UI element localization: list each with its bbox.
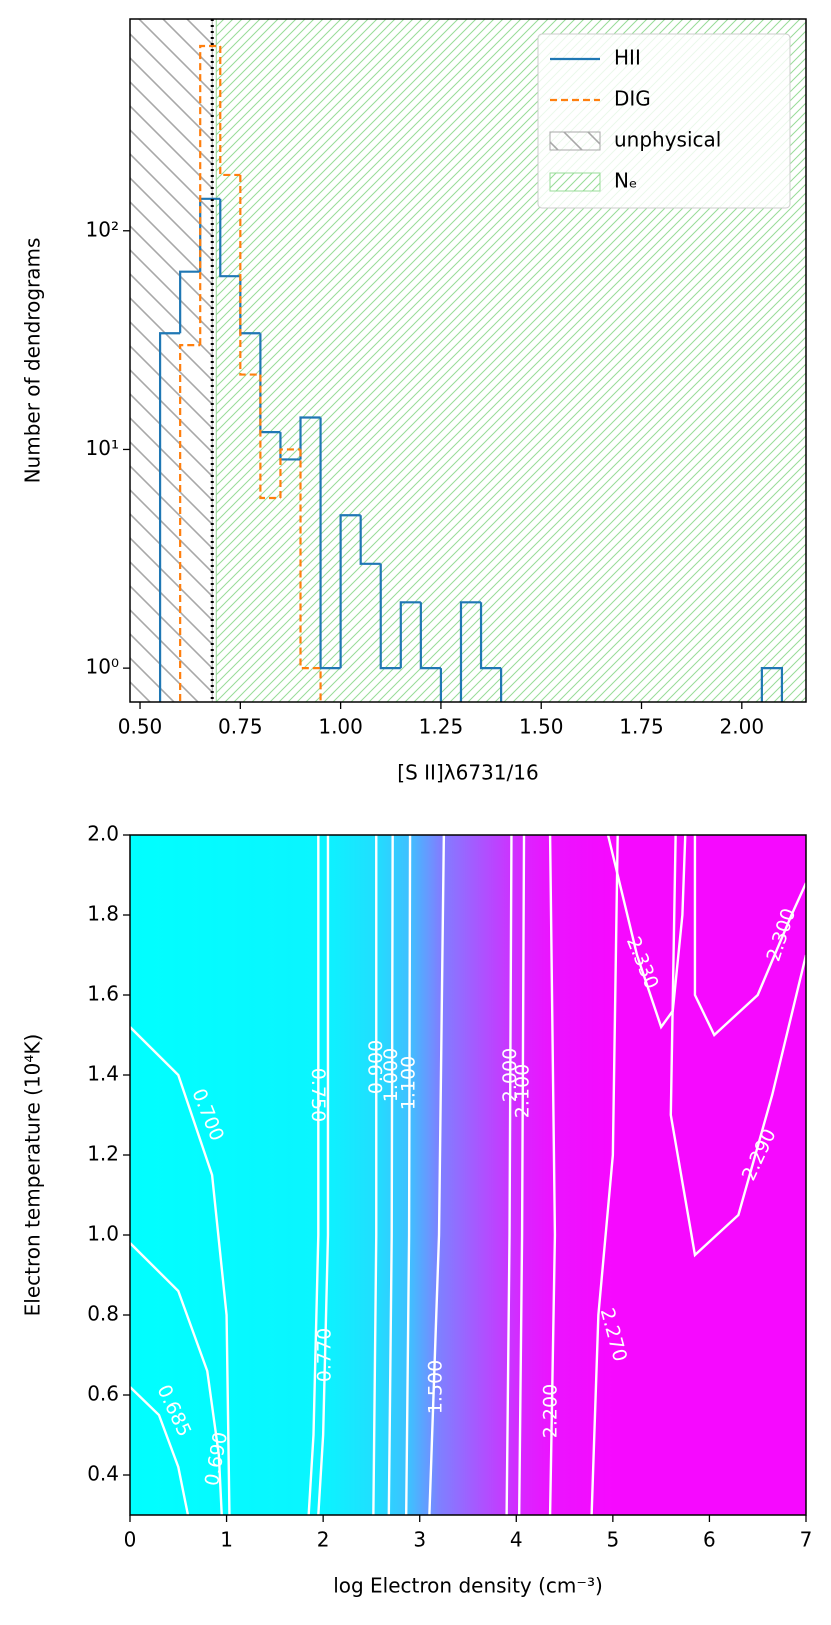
contour-line: [130, 1386, 190, 1515]
contour-label: 0.900: [365, 1040, 387, 1094]
histogram-step: [399, 601, 421, 669]
x-tick-label: 6: [703, 1528, 716, 1552]
histogram-step: [179, 270, 201, 334]
plot-frame: [129, 18, 807, 703]
x-tick-label: 2.00: [720, 715, 765, 739]
y-tick-label: 2.0: [87, 822, 119, 846]
y-tick-label: 10²: [86, 217, 119, 241]
x-tick-label: 0.50: [118, 715, 163, 739]
contour-line: [517, 835, 526, 1515]
y-tick-label: 1.8: [87, 902, 119, 926]
x-tick-label: 1.25: [419, 715, 464, 739]
y-axis-label: Number of dendrograms: [21, 238, 45, 484]
legend-label: DIG: [614, 87, 651, 111]
x-tick-label: 1.00: [318, 715, 363, 739]
histogram-step: [379, 563, 401, 670]
histogram-step: [760, 667, 784, 702]
contour-label: 0.750: [307, 1068, 329, 1122]
y-tick-label: 10¹: [86, 436, 119, 460]
contour-label: 1.500: [425, 1360, 447, 1414]
contour-line: [404, 835, 412, 1515]
contour-line: [307, 835, 320, 1515]
y-tick-label: 1.6: [87, 982, 119, 1006]
x-tick-label: 3: [413, 1528, 426, 1552]
legend-box: [537, 33, 791, 209]
histogram-step: [479, 602, 502, 670]
legend-label: Nₑ: [614, 169, 637, 193]
y-axis-label: Electron temperature (10⁴K): [21, 1034, 45, 1317]
x-tick-label: 0: [124, 1528, 137, 1552]
contour-line: [606, 835, 687, 1030]
hatched-region: [130, 19, 213, 702]
y-tick-label: 0.8: [87, 1302, 119, 1326]
histogram-step: [219, 198, 241, 278]
contour-line: [548, 835, 557, 1515]
x-axis-label: [S II]λ6731/16: [397, 761, 538, 785]
contour-line: [387, 835, 394, 1515]
contour-label: 2.100: [512, 1064, 534, 1118]
contour-line: [317, 835, 330, 1515]
plot-frame: [129, 834, 807, 1516]
contour-line: [372, 835, 378, 1515]
histogram-step: [158, 332, 181, 702]
histogram-step: [279, 448, 301, 498]
contour-line: [130, 1242, 223, 1515]
histogram-step: [459, 601, 482, 702]
contour-line: [505, 835, 513, 1515]
contour-line: [590, 835, 619, 1515]
x-tick-label: 1.75: [619, 715, 664, 739]
histogram-step: [319, 417, 341, 670]
histogram-step: [239, 174, 261, 376]
x-tick-label: 1: [220, 1528, 233, 1552]
contour-line: [669, 835, 806, 1258]
histogram-step: [179, 344, 201, 702]
histogram-step: [419, 602, 441, 670]
x-tick-label: 7: [800, 1528, 813, 1552]
y-tick-label: 10⁰: [86, 655, 119, 679]
x-tick-label: 1.50: [519, 715, 564, 739]
contour-label: 2.000: [499, 1048, 521, 1102]
x-tick-label: 5: [606, 1528, 619, 1552]
contour-label: 2.200: [540, 1384, 562, 1438]
histogram-step: [439, 668, 443, 702]
contour-line: [693, 835, 806, 1037]
y-tick-label: 0.6: [87, 1382, 119, 1406]
y-tick-label: 1.2: [87, 1142, 119, 1166]
contour-label: 1.000: [380, 1048, 402, 1102]
filled-contours: [130, 835, 806, 1515]
x-tick-label: 0.75: [218, 715, 263, 739]
contour-label: 0.770: [314, 1328, 336, 1382]
legend-label: unphysical: [614, 128, 721, 152]
histogram-step: [499, 668, 503, 702]
legend-swatch: [549, 131, 601, 151]
histogram-step: [199, 44, 221, 346]
x-tick-label: 4: [510, 1528, 523, 1552]
histogram-step: [259, 374, 281, 500]
contour-line: [130, 1026, 231, 1515]
contour-label: 1.100: [398, 1056, 420, 1110]
y-tick-label: 1.0: [87, 1222, 119, 1246]
x-axis-label: log Electron density (cm⁻³): [333, 1574, 603, 1598]
legend-label: HII: [614, 46, 641, 70]
y-tick-label: 0.4: [87, 1462, 119, 1486]
histogram-step: [299, 416, 321, 460]
contour-line: [428, 835, 446, 1515]
y-tick-label: 1.4: [87, 1062, 119, 1086]
x-tick-label: 2: [317, 1528, 330, 1552]
histogram-step: [339, 514, 361, 669]
histogram-step: [359, 515, 381, 565]
legend-swatch: [549, 172, 601, 192]
